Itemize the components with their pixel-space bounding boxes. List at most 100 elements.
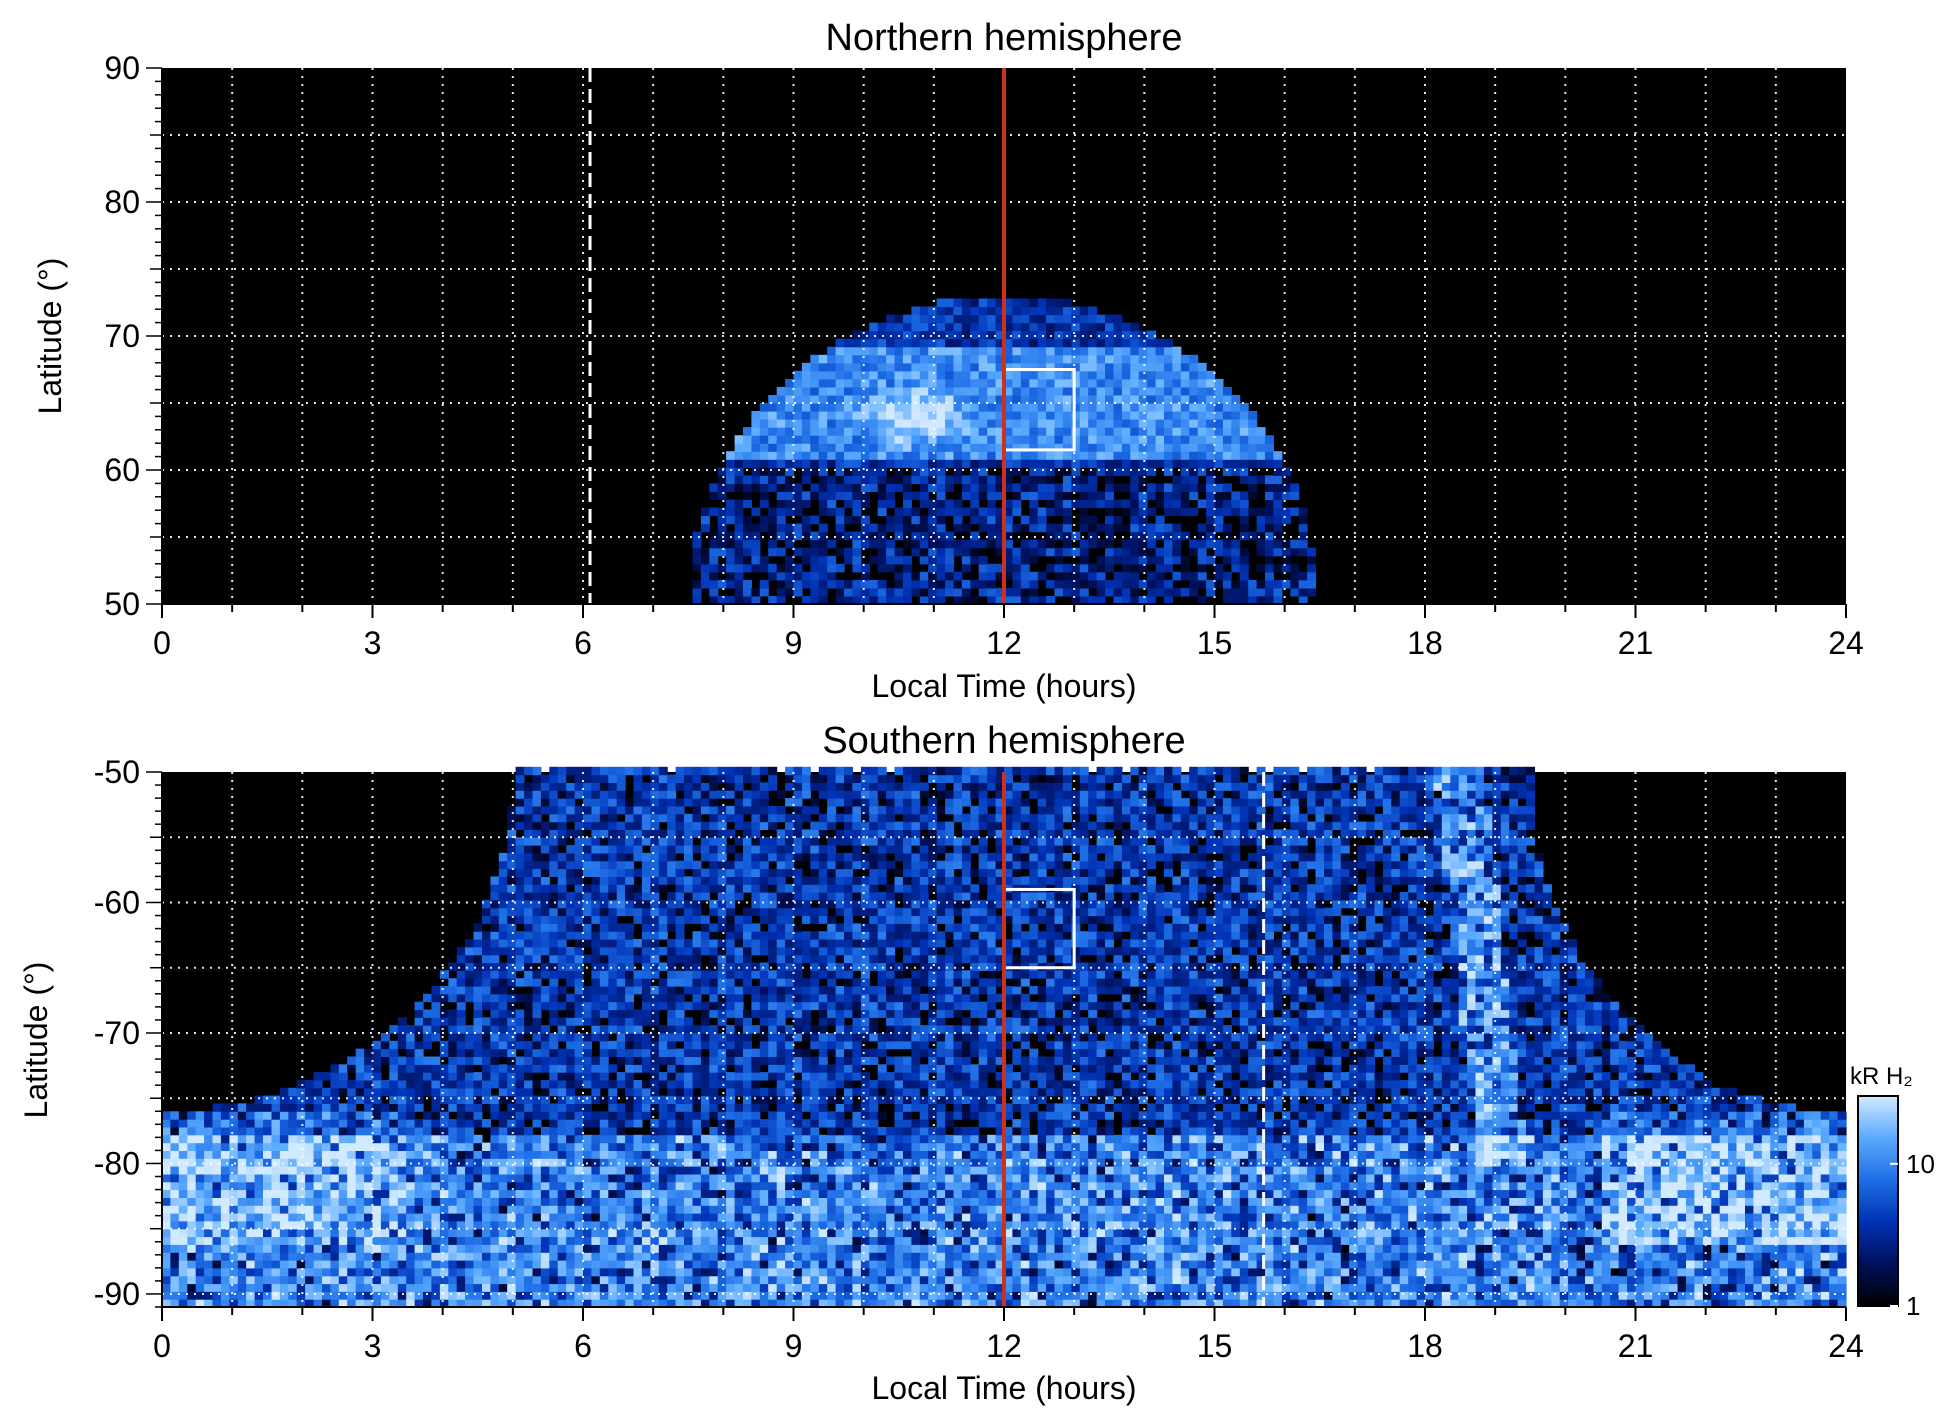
heatmap-cell [936,451,946,460]
heatmap-cell [574,821,584,830]
heatmap-cell [785,571,795,581]
heatmap-cell [1088,531,1098,541]
heatmap-cell [894,411,904,420]
heatmap-cell [279,1236,289,1245]
heatmap-cell [903,539,912,549]
heatmap-cell [557,970,567,979]
heatmap-cell [599,798,609,807]
heatmap-cell [768,451,778,460]
heatmap-cell [1105,587,1114,597]
heatmap-cell [397,1267,407,1277]
heatmap-cell [288,1134,298,1144]
heatmap-cell [1046,483,1056,492]
heatmap-cell [717,467,727,476]
heatmap-cell [667,1158,677,1167]
heatmap-cell [903,403,912,412]
heatmap-cell [1079,571,1089,581]
heatmap-cell [641,1173,651,1183]
heatmap-cell [540,1189,550,1198]
heatmap-cell [532,899,542,909]
heatmap-cell [456,1119,466,1128]
heatmap-cell [692,1142,702,1151]
heatmap-cell [810,491,820,500]
heatmap-cell [1147,523,1157,533]
heatmap-cell [591,1033,601,1042]
heatmap-cell [279,1252,289,1261]
heatmap-cell [827,491,837,500]
heatmap-cell [616,1134,626,1144]
heatmap-cell [1138,370,1148,380]
heatmap-cell [204,1220,214,1230]
heatmap-cell [599,829,609,838]
heatmap-cell [591,1244,601,1253]
heatmap-cell [540,876,550,885]
heatmap-cell [608,829,618,838]
heatmap-cell [945,386,955,396]
heatmap-cell [338,1275,348,1285]
heatmap-cell [389,1150,399,1159]
heatmap-cell [667,1189,677,1198]
heatmap-cell [844,451,853,460]
heatmap-cell [1138,354,1148,364]
heatmap-cell [263,1189,272,1198]
heatmap-cell [380,1173,390,1183]
heatmap-cell [1265,555,1274,565]
heatmap-cell [406,1244,416,1253]
heatmap-cell [1130,435,1140,444]
heatmap-cell [692,1291,702,1300]
heatmap-cell [220,1181,230,1191]
heatmap-cell [599,1166,609,1175]
heatmap-cell [1256,587,1266,597]
heatmap-cell [372,1103,382,1112]
heatmap-cell [1214,539,1224,549]
heatmap-cell [507,1189,517,1198]
heatmap-cell [1071,571,1081,581]
heatmap-cell [296,1134,306,1144]
heatmap-cell [1265,483,1274,492]
heatmap-cell [507,892,517,901]
heatmap-cell [751,435,761,444]
heatmap-cell [667,1017,677,1026]
heatmap-cell [515,1166,525,1175]
heatmap-cell [692,813,702,823]
heatmap-cell [835,507,845,517]
heatmap-cell [827,435,837,444]
heatmap-cell [675,1087,685,1097]
heatmap-cell [1012,354,1022,364]
heatmap-cell [869,322,879,332]
heatmap-cell [1020,459,1030,468]
heatmap-cell [650,993,660,1003]
heatmap-cell [1290,563,1300,573]
heatmap-cell [844,362,853,372]
heatmap-cell [229,1228,239,1238]
heatmap-cell [987,330,997,340]
heatmap-cell [456,1220,466,1230]
heatmap-cell [1164,370,1173,380]
heatmap-cell [574,1080,584,1089]
heatmap-cell [692,1173,702,1183]
heatmap-cell [616,1025,626,1034]
heatmap-cell [1029,539,1039,549]
heatmap-cell [507,1072,517,1081]
heatmap-cell [1054,491,1064,500]
heatmap-cell [608,1299,618,1308]
heatmap-cell [1079,475,1089,484]
heatmap-cell [625,939,635,948]
heatmap-cell [212,1103,222,1112]
heatmap-cell [835,419,845,428]
heatmap-cell [1088,571,1098,581]
heatmap-cell [692,1267,702,1277]
heatmap-cell [322,1260,331,1269]
heatmap-cell [894,370,904,380]
heatmap-cell [953,330,963,340]
heatmap-cell [700,1080,710,1089]
heatmap-cell [473,993,483,1003]
heatmap-cell [987,314,997,324]
heatmap-cell [423,1189,432,1198]
heatmap-cell [380,1056,390,1065]
heatmap-cell [675,915,685,924]
heatmap-cell [372,1126,382,1136]
heatmap-cell [583,790,592,799]
x-tick-label: 24 [1828,625,1864,661]
heatmap-cell [338,1205,348,1214]
